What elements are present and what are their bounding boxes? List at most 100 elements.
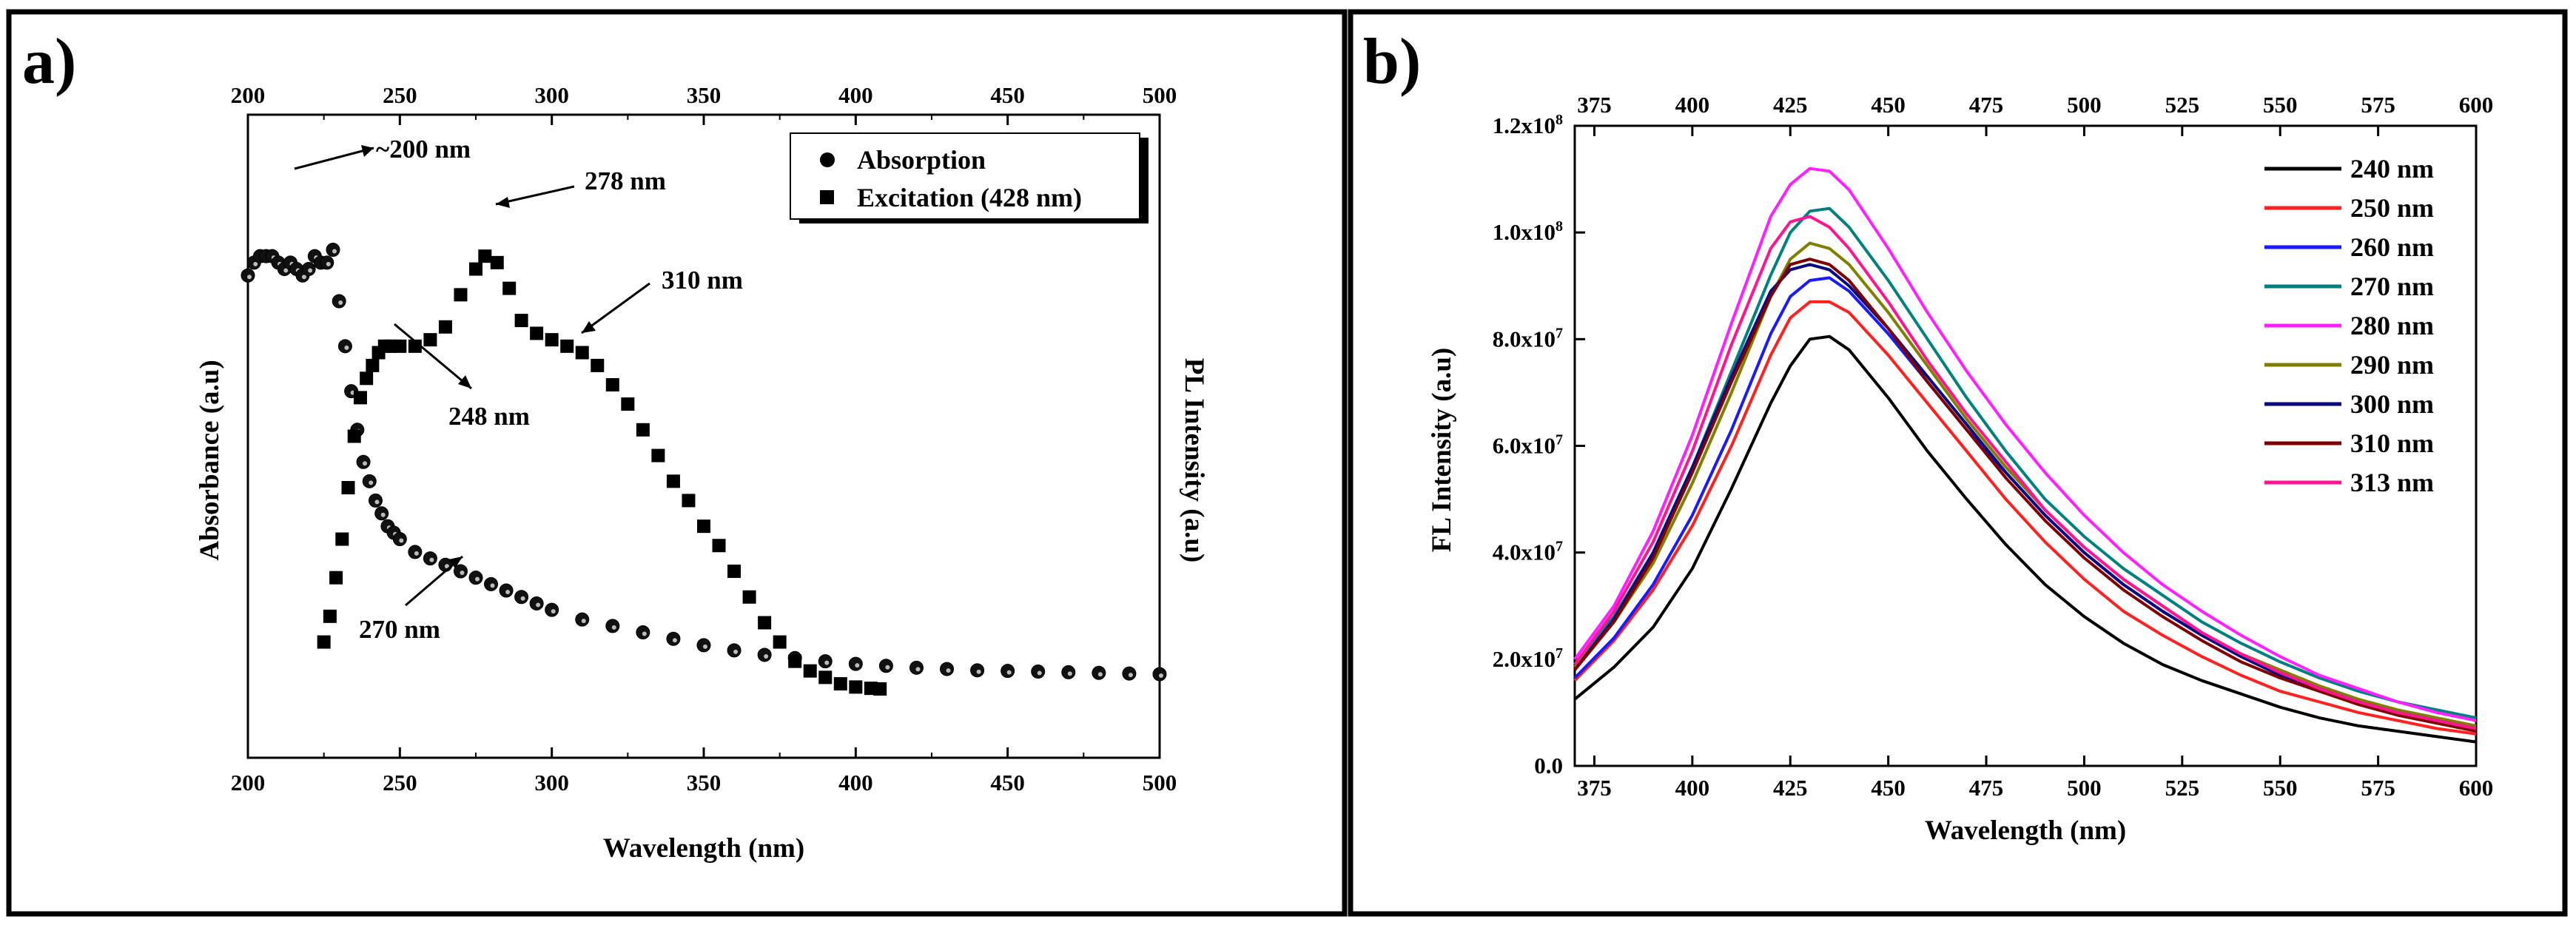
- panel-b-x-tick-label: 500: [2067, 775, 2102, 801]
- excitation-point: [727, 564, 741, 578]
- absorption-point-highlight: [332, 249, 337, 254]
- series-line-300-nm: [1573, 263, 2477, 730]
- absorption-point-highlight: [363, 461, 368, 466]
- absorption-point-highlight: [764, 653, 769, 659]
- panel-a-x-tick-label: 200: [231, 770, 266, 796]
- panel-b-x-top-tick-label: 475: [1969, 92, 2004, 118]
- panel-b-y-tick-labels: 0.0 2.0x107 4.0x107 6.0x107 8.0x107 1.0x108 1.…: [1493, 112, 1563, 778]
- excitation-point: [636, 423, 650, 437]
- panel-b-y-tick-label: 4.0x107: [1493, 539, 1563, 565]
- panel-b-y-tick-label: 2.0x107: [1493, 645, 1563, 672]
- excitation-point: [712, 539, 726, 553]
- panel-b-x-top-tick-label: 575: [2361, 92, 2395, 118]
- absorption-point-highlight: [475, 576, 480, 582]
- panel-a-x-top-tick-label: 250: [383, 82, 417, 108]
- legend-label-310-nm: 310 nm: [2350, 428, 2434, 458]
- excitation-point: [682, 494, 696, 508]
- arrowhead-248nm: [458, 375, 471, 388]
- excitation-point: [360, 371, 374, 386]
- excitation-point: [621, 397, 635, 411]
- excitation-point: [560, 339, 574, 353]
- panel-a-x-tick-label: 400: [838, 770, 873, 796]
- panel-b-frame: [1348, 9, 2568, 917]
- excitation-point: [366, 358, 380, 372]
- legend-label-280-nm: 280 nm: [2350, 311, 2434, 340]
- panel-b-x-tick-label: 575: [2361, 775, 2395, 801]
- panel-b: b) 375 400 425 450 475 500 525 550 575 600 375 400…: [1363, 26, 2493, 846]
- absorption-point-highlight: [1006, 670, 1012, 675]
- panel-b-x-top-tick-label: 400: [1675, 92, 1710, 118]
- absorption-point-highlight: [855, 663, 860, 668]
- absorption-point-highlight: [536, 602, 541, 608]
- excitation-point: [329, 571, 343, 585]
- absorption-point-highlight: [399, 538, 404, 543]
- excitation-point: [490, 255, 504, 269]
- absorption-point-highlight: [824, 660, 830, 665]
- excitation-point: [773, 635, 787, 649]
- panel-b-x-axis-title: Wavelength (nm): [1925, 815, 2126, 846]
- panel-a-label: a): [22, 26, 76, 98]
- excitation-point: [335, 532, 349, 546]
- panel-a-x-tick-label: 500: [1143, 770, 1177, 796]
- excitation-point: [849, 680, 863, 694]
- legend-label-300-nm: 300 nm: [2350, 389, 2434, 419]
- absorption-point-highlight: [505, 590, 511, 595]
- absorption-point-highlight: [253, 261, 258, 266]
- excitation-point: [347, 429, 361, 443]
- annotation-310nm: 310 nm: [662, 266, 743, 295]
- absorption-point-highlight: [642, 631, 647, 636]
- series-line-250-nm: [1573, 300, 2477, 736]
- arrowhead-310nm: [582, 321, 596, 333]
- excitation-point: [469, 262, 482, 276]
- panel-b-x-tick-label: 525: [2165, 775, 2200, 801]
- absorption-point-highlight: [885, 665, 890, 670]
- series-line-280-nm: [1573, 166, 2477, 722]
- panel-a-x-tick-label: 250: [383, 770, 417, 796]
- panel-b-y-tick-label: 8.0x107: [1493, 325, 1563, 352]
- panel-b-x-tick-label: 450: [1871, 775, 1906, 801]
- absorption-point-highlight: [915, 667, 921, 672]
- absorption-point-highlight: [733, 649, 739, 654]
- legend-label-313-nm: 313 nm: [2350, 468, 2434, 497]
- panel-b-x-top-tick-label: 450: [1871, 92, 1906, 118]
- excitation-point: [353, 391, 367, 405]
- panel-b-x-top-tick-label: 550: [2263, 92, 2298, 118]
- series-line-260-nm: [1573, 276, 2477, 730]
- excitation-point: [454, 288, 468, 302]
- panel-b-x-tick-label: 600: [2459, 775, 2494, 801]
- series-line-290-nm: [1573, 241, 2477, 727]
- series-line-240-nm: [1573, 334, 2477, 744]
- absorption-point-highlight: [976, 669, 981, 674]
- annotation-270nm: 270 nm: [359, 615, 440, 644]
- excitation-point: [833, 677, 847, 691]
- absorption-point-highlight: [1037, 670, 1042, 676]
- excitation-point: [423, 333, 437, 347]
- excitation-point: [651, 448, 665, 462]
- absorption-point-highlight: [326, 261, 331, 266]
- panel-b-y-tick-label: 1.0x108: [1493, 218, 1563, 245]
- legend-label-270-nm: 270 nm: [2350, 272, 2434, 301]
- excitation-point: [514, 314, 528, 328]
- excitation-point: [575, 346, 589, 360]
- absorption-point-highlight: [672, 638, 677, 643]
- panel-b-x-tick-label: 425: [1773, 775, 1808, 801]
- absorption-point-highlight: [703, 644, 707, 649]
- absorption-point-highlight: [460, 570, 465, 575]
- excitation-point: [478, 249, 492, 263]
- absorption-point-highlight: [429, 557, 434, 562]
- absorption-point-highlight: [374, 500, 380, 505]
- excitation-point: [758, 616, 772, 630]
- panel-a: a) 200 250 300 350 400 450 500 200 250 300 350 400…: [22, 26, 1209, 864]
- panel-a-x-top-tick-label: 500: [1143, 82, 1177, 108]
- absorption-point-highlight: [520, 596, 525, 601]
- absorption-point-highlight: [380, 512, 386, 517]
- legend-label-absorption: Absorption: [857, 145, 986, 175]
- excitation-point: [323, 609, 337, 623]
- absorption-point-highlight: [1128, 673, 1133, 678]
- legend-marker-excitation: [820, 190, 834, 204]
- panel-a-top-tick-labels: 200 250 300 350 400 450 500: [231, 82, 1177, 108]
- series-line-270-nm: [1573, 206, 2477, 720]
- absorption-point-highlight: [1097, 672, 1103, 677]
- absorption-point-highlight: [611, 625, 616, 630]
